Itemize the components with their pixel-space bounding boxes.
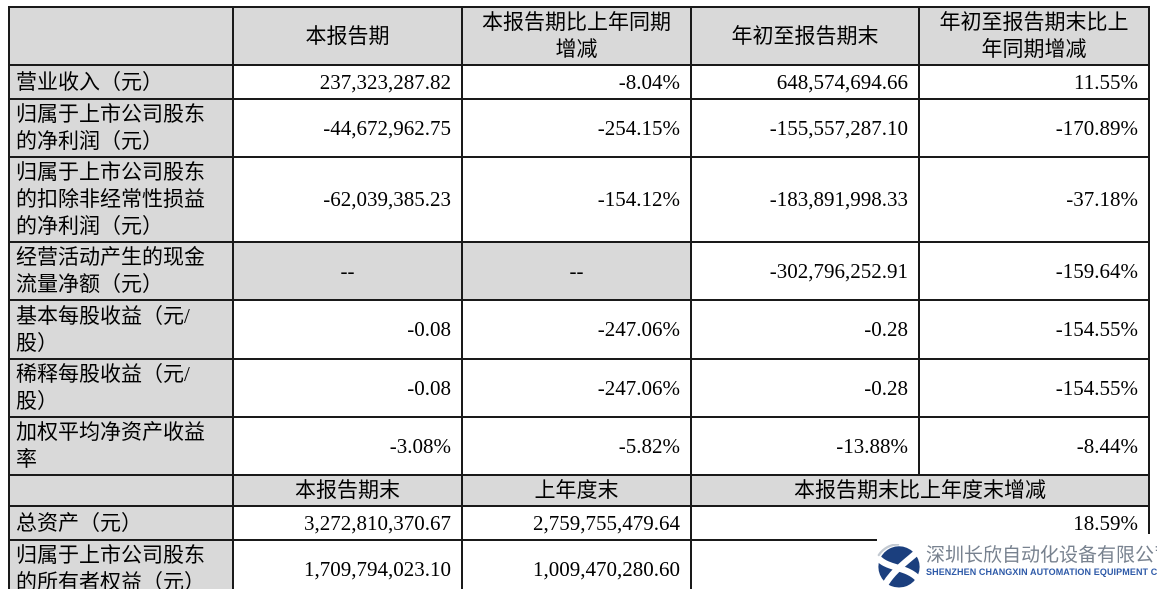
cell-value: -44,672,962.75 [232,98,463,158]
cell-value: -0.28 [690,299,920,360]
row-label: 基本每股收益（元/ 股） [8,299,234,360]
cell-value: -155,557,287.10 [690,98,920,158]
cell-value: -154.55% [918,358,1150,418]
cell-value: -0.08 [232,358,463,418]
table-row: 稀释每股收益（元/ 股） -0.08 -247.06% -0.28 -154.5… [8,358,1150,418]
cell-value: 237,323,287.82 [232,64,463,100]
cell-value: -8.44% [918,416,1150,476]
table-header-row: 本报告期 本报告期比上年同期 增减 年初至报告期末 年初至报告期末比上 年同期增… [8,6,1150,66]
cell-value: -8.04% [461,64,692,100]
row-label: 总资产（元） [8,505,234,541]
table-row: 归属于上市公司股东 的净利润（元） -44,672,962.75 -254.15… [8,98,1150,158]
company-logo-icon [876,542,922,588]
cell-value-na: -- [461,241,692,301]
cell-value: -159.64% [918,241,1150,301]
cell-value: -5.82% [461,416,692,476]
subheader-period-end: 本报告期末 [232,474,463,507]
row-label: 营业收入（元） [8,64,234,100]
company-watermark: 深圳长欣自动化设备有限公司 SHENZHEN CHANGXIN AUTOMATI… [876,534,1157,589]
company-name-cn: 深圳长欣自动化设备有限公司 [926,545,1157,566]
cell-value: -254.15% [461,98,692,158]
row-label: 归属于上市公司股东 的扣除非经常性损益 的净利润（元） [8,156,234,243]
table-row: 加权平均净资产收益 率 -3.08% -5.82% -13.88% -8.44% [8,416,1150,476]
header-year-to-date: 年初至报告期末 [690,6,920,66]
header-ytd-yoy-change: 年初至报告期末比上 年同期增减 [918,6,1150,66]
table-row: 基本每股收益（元/ 股） -0.08 -247.06% -0.28 -154.5… [8,299,1150,360]
cell-value: -247.06% [461,299,692,360]
header-corner-cell [8,6,234,66]
cell-value: -170.89% [918,98,1150,158]
row-label: 经营活动产生的现金 流量净额（元） [8,241,234,301]
cell-value: -302,796,252.91 [690,241,920,301]
financial-summary-table: 本报告期 本报告期比上年同期 增减 年初至报告期末 年初至报告期末比上 年同期增… [8,6,1150,589]
row-label: 归属于上市公司股东 的净利润（元） [8,98,234,158]
cell-value: 648,574,694.66 [690,64,920,100]
header-current-period-yoy-change: 本报告期比上年同期 增减 [461,6,692,66]
subheader-prior-year-end: 上年度末 [461,474,692,507]
cell-value-na: -- [232,241,463,301]
row-label: 加权平均净资产收益 率 [8,416,234,476]
table-subheader-row: 本报告期末 上年度末 本报告期末比上年度末增减 [8,474,1150,507]
cell-value: -154.12% [461,156,692,243]
cell-value: 11.55% [918,64,1150,100]
company-names: 深圳长欣自动化设备有限公司 SHENZHEN CHANGXIN AUTOMATI… [926,545,1157,578]
cell-value: -3.08% [232,416,463,476]
cell-value: 3,272,810,370.67 [232,505,463,541]
subheader-corner-cell [8,474,234,507]
cell-value: -154.55% [918,299,1150,360]
row-label: 稀释每股收益（元/ 股） [8,358,234,418]
header-current-period: 本报告期 [232,6,463,66]
cell-value: -0.28 [690,358,920,418]
cell-value: 1,709,794,023.10 [232,539,463,589]
cell-value: 2,759,755,479.64 [461,505,692,541]
cell-value: 1,009,470,280.60 [461,539,692,589]
subheader-change-vs-prior-year-end: 本报告期末比上年度末增减 [690,474,1150,507]
cell-value: -62,039,385.23 [232,156,463,243]
table-row: 总资产（元） 3,272,810,370.67 2,759,755,479.64… [8,505,1150,541]
cell-value: -0.08 [232,299,463,360]
table-row: 归属于上市公司股东 的扣除非经常性损益 的净利润（元） -62,039,385.… [8,156,1150,243]
cell-value: -183,891,998.33 [690,156,920,243]
table-row: 经营活动产生的现金 流量净额（元） -- -- -302,796,252.91 … [8,241,1150,301]
table-row: 营业收入（元） 237,323,287.82 -8.04% 648,574,69… [8,64,1150,100]
company-name-en: SHENZHEN CHANGXIN AUTOMATION EQUIPMENT C… [926,567,1157,577]
cell-value: -13.88% [690,416,920,476]
cell-value: -247.06% [461,358,692,418]
cell-value: -37.18% [918,156,1150,243]
row-label: 归属于上市公司股东 的所有者权益（元） [8,539,234,589]
